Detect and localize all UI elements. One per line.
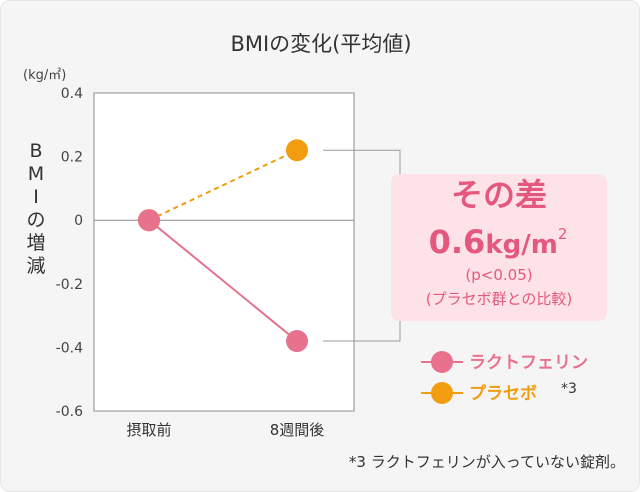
placebo-footnote-mark: *3 [561,381,577,397]
legend-marker [431,351,453,373]
series-layer [138,139,308,353]
comparison-note: (プラセボ群との比較) [426,290,573,308]
y-tick-label: 0 [74,213,83,229]
legend-item: ラクトフェリン [421,351,588,373]
x-categories: 摂取前 8週間後 [126,421,324,439]
y-axis-label-char: B [29,140,42,162]
difference-value: 0.6 [429,223,486,261]
difference-heading: その差 [451,176,547,214]
legend-marker [431,382,453,404]
data-point-start [138,209,160,232]
y-axis-label-char: M [28,163,44,185]
y-tick-label: 0.2 [61,150,83,166]
y-axis-unit: (kg/㎡) [23,68,66,83]
y-tick-label: -0.6 [56,404,83,420]
y-axis-label-char: 増 [26,232,45,254]
data-point [286,330,308,353]
difference-unit: kg/m [485,230,558,260]
y-axis-label-char: I [33,186,39,208]
y-tick-label: 0.4 [61,86,83,102]
y-tick-label: -0.2 [56,277,83,293]
data-point [286,139,308,162]
series-line [148,149,298,222]
footnote: *3 ラクトフェリンが入っていない錠剤。 [349,453,625,471]
chart-title: BMIの変化(平均値) [230,32,411,56]
y-axis-label-char: の [26,209,45,231]
p-value: (p<0.05) [465,266,532,284]
series-line [148,219,298,342]
legend-label: ラクトフェリン [469,353,588,373]
difference-callout-box [391,174,607,321]
x-category-label: 摂取前 [126,421,171,439]
legend-label: プラセボ [469,383,537,404]
y-ticks: 0.4 0.2 0 -0.2 -0.4 -0.6 [56,86,83,420]
y-axis-label-char: 減 [26,255,45,277]
legend-item: プラセボ [421,382,537,404]
difference-unit-exponent: 2 [558,225,568,243]
difference-value-line: 0.6kg/m2 [429,223,568,261]
y-tick-label: -0.4 [56,340,83,356]
x-category-label: 8週間後 [270,421,325,439]
plot-area [93,92,355,412]
